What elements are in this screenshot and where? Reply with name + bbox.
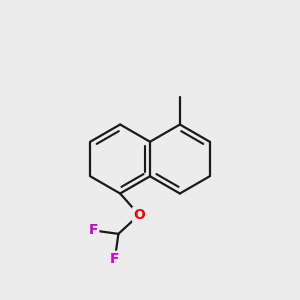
Text: F: F (110, 252, 120, 266)
Text: O: O (133, 208, 145, 222)
Text: F: F (89, 224, 98, 237)
